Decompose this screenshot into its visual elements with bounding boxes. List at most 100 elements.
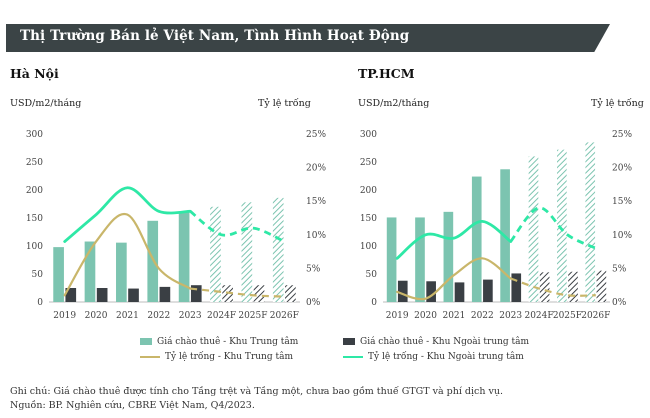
hanoi-bar-rent-noncbd (253, 285, 265, 302)
hcm-y-tick-label: 300 (360, 130, 377, 140)
hanoi-y-tick-label: 50 (32, 270, 44, 280)
legend-swatch-vac-noncbd (343, 355, 363, 358)
hcm-bar-rent-cbd (557, 149, 567, 302)
hcm-y-tick-label: 50 (366, 270, 378, 280)
hcm-x-tick-label: 2019 (386, 311, 409, 321)
hanoi-y2-tick-label: 10% (306, 231, 326, 241)
hcm-bar-rent-noncbd (568, 271, 578, 302)
hcm-y2-axis-label: Tỷ lệ trống (591, 98, 644, 109)
hanoi-bar-rent-noncbd (285, 285, 296, 302)
hanoi-bar-rent-cbd (53, 247, 64, 302)
hanoi-bar-rent-noncbd (159, 286, 171, 302)
hanoi-y-tick-label: 300 (26, 130, 43, 140)
hanoi-y-tick-label: 250 (26, 158, 43, 168)
hcm-bar-rent-noncbd (426, 281, 436, 302)
legend-rent-noncbd: Giá chào thuê - Khu Ngoài trung tâm (343, 337, 529, 347)
hanoi-y-tick-label: 200 (26, 186, 43, 196)
hanoi-y2-tick-label: 5% (306, 264, 321, 274)
legend-swatch-vac-cbd (140, 355, 160, 358)
hanoi-x-tick-label: 2019 (53, 311, 76, 321)
page-title: Thị Trường Bán lẻ Việt Nam, Tình Hình Ho… (20, 28, 410, 44)
hcm-line-vac-noncbd (395, 219, 513, 260)
hanoi-y-tick-label: 150 (26, 214, 43, 224)
hcm-bar-rent-noncbd (539, 272, 550, 302)
hcm-bar-rent-noncbd (397, 280, 408, 302)
hanoi-y-axis-label: USD/m2/tháng (10, 98, 82, 109)
hanoi-panel-title: Hà Nội (10, 66, 59, 81)
hcm-y2-tick-label: 25% (612, 130, 632, 140)
hanoi-bar-rent-cbd (116, 242, 127, 302)
hanoi-bar-rent-cbd (84, 241, 96, 302)
hanoi-y2-tick-label: 15% (306, 197, 326, 207)
hanoi-x-tick-label: 2023 (179, 311, 202, 321)
note-text: Ghi chú: Giá chào thuê được tính cho Tần… (10, 386, 503, 397)
hcm-x-tick-label: 2022 (471, 311, 494, 321)
hcm-y-tick-label: 250 (360, 158, 377, 168)
hanoi-bar-rent-cbd (241, 202, 253, 302)
legend-label-vac-noncbd: Tỷ lệ trống - Khu Ngoài trung tâm (368, 352, 524, 362)
hanoi-y2-tick-label: 20% (306, 164, 326, 174)
hcm-y2-tick-label: 5% (612, 264, 627, 274)
hanoi-x-tick-label: 2025F (238, 311, 267, 321)
hcm-x-tick-label: 2024F (524, 311, 553, 321)
hcm-x-tick-label: 2026F (581, 311, 610, 321)
hcm-bar-rent-cbd (528, 156, 539, 302)
hcm-y-tick-label: 0 (371, 298, 377, 308)
hcm-bar-rent-cbd (443, 211, 454, 302)
legend-vac-cbd: Tỷ lệ trống - Khu Trung tâm (140, 352, 293, 362)
legend-label-rent-cbd: Giá chào thuê - Khu Trung tâm (157, 337, 299, 347)
hanoi-bar-rent-noncbd (128, 288, 139, 302)
hcm-bar-rent-cbd (471, 176, 482, 302)
hanoi-y2-tick-label: 0% (306, 298, 321, 308)
hanoi-line-vac-noncbd (63, 186, 192, 243)
hcm-y2-tick-label: 15% (612, 197, 632, 207)
hanoi-x-tick-label: 2024F (207, 311, 236, 321)
hanoi-x-tick-label: 2022 (147, 311, 170, 321)
hcm-bar-rent-noncbd (454, 282, 465, 302)
hanoi-y-tick-label: 100 (26, 242, 43, 252)
hcm-line-vac-cbd (396, 257, 512, 301)
hcm-y2-tick-label: 0% (612, 298, 627, 308)
hanoi-x-tick-label: 2021 (116, 311, 139, 321)
hanoi-bar-rent-cbd (147, 220, 159, 302)
hcm-y-tick-label: 200 (360, 186, 377, 196)
legend-label-vac-cbd: Tỷ lệ trống - Khu Trung tâm (165, 352, 293, 362)
hanoi-bar-rent-cbd (178, 211, 190, 302)
hanoi-y2-tick-label: 25% (306, 130, 326, 140)
hcm-bar-rent-cbd (415, 217, 425, 302)
hanoi-x-tick-label: 2020 (85, 311, 108, 321)
legend-label-rent-noncbd: Giá chào thuê - Khu Ngoài trung tâm (360, 337, 530, 347)
hcm-line-vac-noncbd-forecast (509, 206, 597, 250)
hanoi-line-vac-cbd (63, 212, 192, 297)
hanoi-bar-rent-noncbd (190, 285, 202, 302)
hcm-bar-rent-noncbd (511, 273, 522, 302)
hanoi-bar-rent-noncbd (96, 288, 108, 302)
hcm-bar-rent-cbd (585, 142, 596, 302)
hanoi-line-vac-noncbd-forecast (189, 210, 285, 243)
hcm-y-tick-label: 150 (360, 214, 377, 224)
hanoi-bar-rent-cbd (272, 197, 284, 302)
hanoi-bar-rent-noncbd (65, 288, 77, 302)
hcm-x-tick-label: 2021 (442, 311, 465, 321)
hcm-y-tick-label: 100 (360, 242, 377, 252)
hanoi-bar-rent-cbd (210, 206, 221, 302)
hanoi-y2-axis-label: Tỷ lệ trống (258, 98, 311, 109)
legend-swatch-rent-cbd (140, 338, 152, 345)
hcm-bar-rent-cbd (386, 217, 397, 302)
hcm-y-axis-label: USD/m2/tháng (358, 98, 430, 109)
hcm-bar-rent-noncbd (596, 270, 607, 302)
hcm-line-vac-cbd-forecast (510, 277, 596, 297)
legend-swatch-rent-noncbd (343, 338, 355, 345)
hcm-y2-tick-label: 20% (612, 164, 632, 174)
hanoi-x-tick-label: 2026F (270, 311, 299, 321)
hanoi-y-tick-label: 0 (37, 298, 43, 308)
hcm-x-tick-label: 2023 (499, 311, 522, 321)
hcm-y2-tick-label: 10% (612, 231, 632, 241)
hcm-x-tick-label: 2025F (553, 311, 582, 321)
source-text: Nguồn: BP. Nghiên cứu, CBRE Việt Nam, Q4… (10, 400, 255, 411)
hcm-bar-rent-noncbd (483, 279, 493, 302)
hcm-panel-title: TP.HCM (358, 66, 415, 81)
title-bar (6, 24, 610, 52)
